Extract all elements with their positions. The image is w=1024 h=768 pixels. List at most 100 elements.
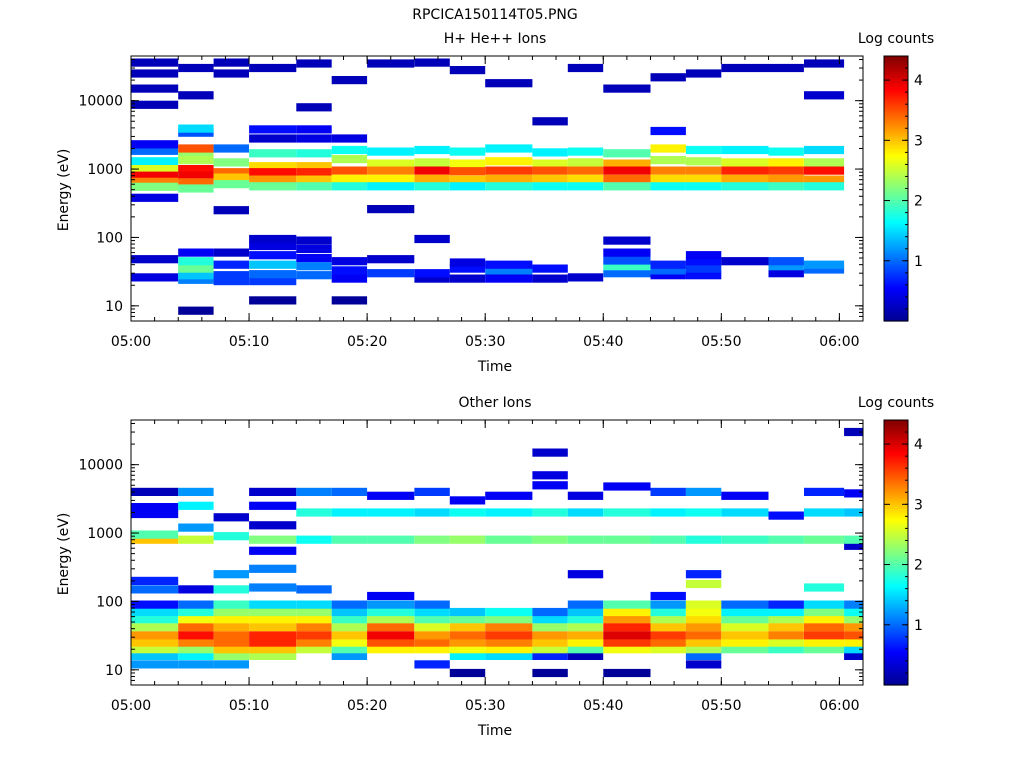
colorbar-segment <box>884 283 908 287</box>
heatmap-cell <box>685 157 722 166</box>
heatmap-cell <box>414 158 450 167</box>
heatmap-cell <box>804 508 845 517</box>
colorbar-segment <box>884 170 908 174</box>
heatmap-cell <box>768 645 804 654</box>
colorbar-segment <box>884 142 908 145</box>
colorbar-segment <box>884 671 908 675</box>
heatmap-cell <box>213 271 249 280</box>
colorbar-segment <box>884 234 908 238</box>
colorbar-segment <box>884 69 908 73</box>
heatmap-cell <box>331 607 368 617</box>
heatmap-cell <box>367 607 415 617</box>
colorbar-segment <box>884 627 908 631</box>
colorbar-segment <box>884 237 908 240</box>
heatmap-cell <box>768 615 804 624</box>
heatmap-cell <box>721 257 769 266</box>
heatmap-cell <box>603 482 651 491</box>
heatmap-cell <box>178 535 214 544</box>
heatmap-cell <box>131 651 179 660</box>
x-tick-label: 06:00 <box>819 334 859 350</box>
heatmap-cell <box>721 631 769 640</box>
heatmap-cell <box>721 158 769 167</box>
heatmap-cell <box>685 487 722 496</box>
colorbar-segment <box>884 89 908 92</box>
colorbar-segment <box>884 60 908 64</box>
colorbar-segment <box>884 550 908 554</box>
heatmap-cell <box>213 600 249 609</box>
heatmap-cell <box>131 660 179 669</box>
colorbar-segment <box>884 623 908 626</box>
colorbar-segment <box>884 475 908 479</box>
heatmap-cell <box>213 615 249 624</box>
heatmap-cell <box>178 623 214 632</box>
heatmap-cell <box>414 269 450 278</box>
colorbar-segment <box>884 579 908 582</box>
heatmap-cell <box>685 508 722 517</box>
colorbar-segment <box>884 67 908 70</box>
colorbar-segment <box>884 422 908 426</box>
colorbar-segment <box>884 301 908 304</box>
colorbar-segment <box>884 570 908 573</box>
heatmap-cell <box>449 258 486 267</box>
heatmap-cell <box>804 623 845 632</box>
heatmap-cell <box>367 623 415 632</box>
heatmap-cell <box>485 174 533 183</box>
heatmap-cell <box>131 487 179 496</box>
colorbar-segment <box>884 82 908 86</box>
heatmap-cell <box>650 638 686 647</box>
heatmap-cell <box>249 487 297 496</box>
colorbar-segment <box>884 464 908 467</box>
colorbar-segment <box>884 155 908 159</box>
colorbar-segment <box>884 428 908 432</box>
colorbar-segment <box>884 274 908 278</box>
heatmap-cell <box>485 79 533 88</box>
heatmap-cell <box>178 638 214 647</box>
heatmap-cell <box>331 134 368 143</box>
heatmap-cell <box>249 501 297 510</box>
heatmap-cell <box>685 615 722 624</box>
colorbar-tick-label: 4 <box>914 73 923 89</box>
heatmap-cell <box>367 182 415 191</box>
heatmap-cell <box>249 615 297 624</box>
heatmap-cell <box>296 125 332 134</box>
heatmap-cell <box>768 607 804 617</box>
heatmap-cell <box>178 501 214 510</box>
heatmap-cell <box>178 631 214 640</box>
colorbar-segment <box>884 587 908 591</box>
heatmap-cell <box>414 508 450 517</box>
colorbar-segment <box>884 669 908 673</box>
colorbar-segment <box>884 649 908 653</box>
heatmap-cell <box>178 306 214 315</box>
heatmap-cell <box>768 638 804 647</box>
heatmap-cell <box>367 205 415 214</box>
heatmap-cell <box>131 84 179 93</box>
heatmap-cell <box>804 166 845 175</box>
heatmap-cell <box>414 660 450 669</box>
colorbar-segment <box>884 647 908 651</box>
colorbar-segment <box>884 91 908 95</box>
heatmap-cell <box>331 257 368 266</box>
heatmap-cell <box>131 623 179 632</box>
heatmap-cell <box>768 158 804 167</box>
colorbar-segment <box>884 651 908 655</box>
y-axis-label: Energy (eV) <box>56 513 72 596</box>
colorbar-segment <box>884 446 908 450</box>
colorbar-segment <box>884 656 908 660</box>
colorbar-segment <box>884 682 908 686</box>
colorbar-segment <box>884 179 908 183</box>
heatmap-cell <box>844 607 863 617</box>
colorbar-segment <box>884 506 908 509</box>
colorbar-segment <box>884 583 908 587</box>
colorbar-segment <box>884 109 908 112</box>
heatmap-cell <box>249 149 297 158</box>
heatmap-cell <box>414 645 450 654</box>
heatmap-cell <box>603 84 651 93</box>
colorbar-segment <box>884 678 908 682</box>
heatmap-cell <box>603 600 651 609</box>
heatmap-cell <box>131 69 179 78</box>
heatmap-cell <box>485 638 533 647</box>
colorbar-segment <box>884 574 908 578</box>
heatmap-cell <box>603 262 651 271</box>
heatmap-cell <box>685 251 722 260</box>
heatmap-cell <box>804 175 845 184</box>
